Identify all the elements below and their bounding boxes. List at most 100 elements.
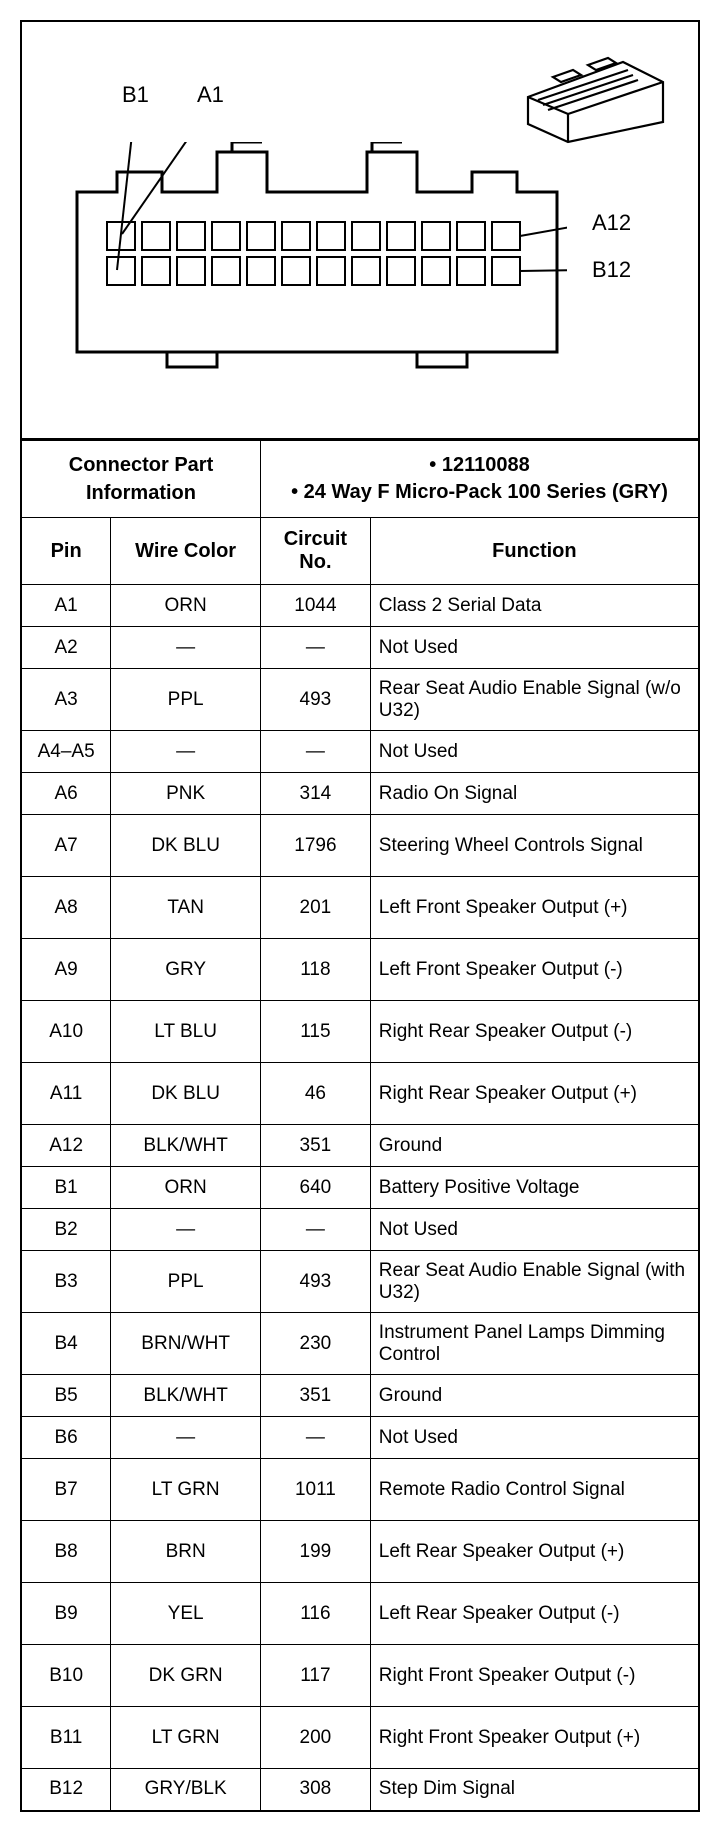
table-row: A4–A5——Not Used [21,731,699,773]
cell-pin: A8 [21,877,111,939]
table-row: B10DK GRN117Right Front Speaker Output (… [21,1645,699,1707]
cell-circuit-no: 115 [261,1001,371,1063]
cell-circuit-no: 640 [261,1167,371,1209]
cell-pin: B4 [21,1313,111,1375]
table-row: A10LT BLU115Right Rear Speaker Output (-… [21,1001,699,1063]
cell-pin: A10 [21,1001,111,1063]
cell-function: Ground [370,1375,699,1417]
cell-function: Left Front Speaker Output (+) [370,877,699,939]
cell-pin: B11 [21,1707,111,1769]
cell-function: Right Front Speaker Output (-) [370,1645,699,1707]
cell-pin: B6 [21,1417,111,1459]
cell-function: Step Dim Signal [370,1769,699,1811]
cell-circuit-no: 199 [261,1521,371,1583]
cell-wire-color: PNK [111,773,261,815]
cell-circuit-no: 308 [261,1769,371,1811]
cell-wire-color: YEL [111,1583,261,1645]
table-row: A6PNK314Radio On Signal [21,773,699,815]
table-row: A1ORN1044Class 2 Serial Data [21,585,699,627]
pinout-table: Connector Part Information • 12110088 • … [20,440,700,1812]
cell-circuit-no: — [261,627,371,669]
cell-function: Rear Seat Audio Enable Signal (with U32) [370,1251,699,1313]
cell-function: Right Rear Speaker Output (+) [370,1063,699,1125]
cell-wire-color: BLK/WHT [111,1125,261,1167]
cell-circuit-no: — [261,731,371,773]
table-row: B5BLK/WHT351Ground [21,1375,699,1417]
cell-pin: A9 [21,939,111,1001]
cell-wire-color: — [111,1209,261,1251]
cell-wire-color: TAN [111,877,261,939]
col-header-function: Function [370,518,699,585]
cell-circuit-no: 351 [261,1375,371,1417]
col-header-wire: Wire Color [111,518,261,585]
cell-circuit-no: — [261,1417,371,1459]
cell-function: Not Used [370,1209,699,1251]
cell-wire-color: LT BLU [111,1001,261,1063]
cell-pin: B7 [21,1459,111,1521]
cell-pin: A7 [21,815,111,877]
cell-pin: B2 [21,1209,111,1251]
cell-pin: B8 [21,1521,111,1583]
connector-diagram: B1 A1 A12 B12 [20,20,700,440]
table-row: B11LT GRN200Right Front Speaker Output (… [21,1707,699,1769]
table-row: B3PPL493Rear Seat Audio Enable Signal (w… [21,1251,699,1313]
cell-wire-color: BRN/WHT [111,1313,261,1375]
cell-wire-color: DK BLU [111,815,261,877]
cell-wire-color: DK BLU [111,1063,261,1125]
pin-label-b1: B1 [122,82,149,108]
cell-circuit-no: 351 [261,1125,371,1167]
cell-circuit-no: 1044 [261,585,371,627]
cell-function: Not Used [370,731,699,773]
table-row: B1ORN640Battery Positive Voltage [21,1167,699,1209]
cell-wire-color: BLK/WHT [111,1375,261,1417]
connector-part-info: • 12110088 • 24 Way F Micro-Pack 100 Ser… [261,441,700,518]
cell-wire-color: ORN [111,1167,261,1209]
cell-pin: A3 [21,669,111,731]
connector-info-label: Connector Part Information [21,441,261,518]
cell-circuit-no: 201 [261,877,371,939]
cell-pin: A11 [21,1063,111,1125]
cell-function: Not Used [370,627,699,669]
cell-circuit-no: 314 [261,773,371,815]
cell-wire-color: GRY [111,939,261,1001]
pin-label-b12: B12 [592,257,631,283]
connector-front-view-icon [67,142,567,372]
cell-wire-color: LT GRN [111,1459,261,1521]
table-row: B9YEL116Left Rear Speaker Output (-) [21,1583,699,1645]
cell-wire-color: PPL [111,1251,261,1313]
cell-pin: B3 [21,1251,111,1313]
cell-circuit-no: 116 [261,1583,371,1645]
connector-isometric-icon [513,42,673,147]
cell-function: Instrument Panel Lamps Dimming Control [370,1313,699,1375]
cell-function: Left Rear Speaker Output (+) [370,1521,699,1583]
table-column-headers: Pin Wire Color Circuit No. Function [21,518,699,585]
cell-circuit-no: 493 [261,669,371,731]
cell-wire-color: — [111,627,261,669]
cell-circuit-no: 46 [261,1063,371,1125]
table-row: A9GRY118Left Front Speaker Output (-) [21,939,699,1001]
table-row: A12BLK/WHT351Ground [21,1125,699,1167]
cell-function: Ground [370,1125,699,1167]
cell-pin: A1 [21,585,111,627]
pin-label-a12: A12 [592,210,631,236]
cell-circuit-no: 1011 [261,1459,371,1521]
table-row: A7DK BLU1796Steering Wheel Controls Sign… [21,815,699,877]
cell-circuit-no: 230 [261,1313,371,1375]
cell-function: Steering Wheel Controls Signal [370,815,699,877]
cell-pin: B12 [21,1769,111,1811]
cell-circuit-no: — [261,1209,371,1251]
cell-pin: A12 [21,1125,111,1167]
cell-function: Right Front Speaker Output (+) [370,1707,699,1769]
cell-wire-color: ORN [111,585,261,627]
cell-pin: B9 [21,1583,111,1645]
cell-pin: A6 [21,773,111,815]
cell-circuit-no: 200 [261,1707,371,1769]
cell-circuit-no: 118 [261,939,371,1001]
table-row: B12GRY/BLK308Step Dim Signal [21,1769,699,1811]
cell-pin: B1 [21,1167,111,1209]
cell-pin: B5 [21,1375,111,1417]
cell-circuit-no: 493 [261,1251,371,1313]
col-header-pin: Pin [21,518,111,585]
cell-function: Not Used [370,1417,699,1459]
cell-function: Battery Positive Voltage [370,1167,699,1209]
